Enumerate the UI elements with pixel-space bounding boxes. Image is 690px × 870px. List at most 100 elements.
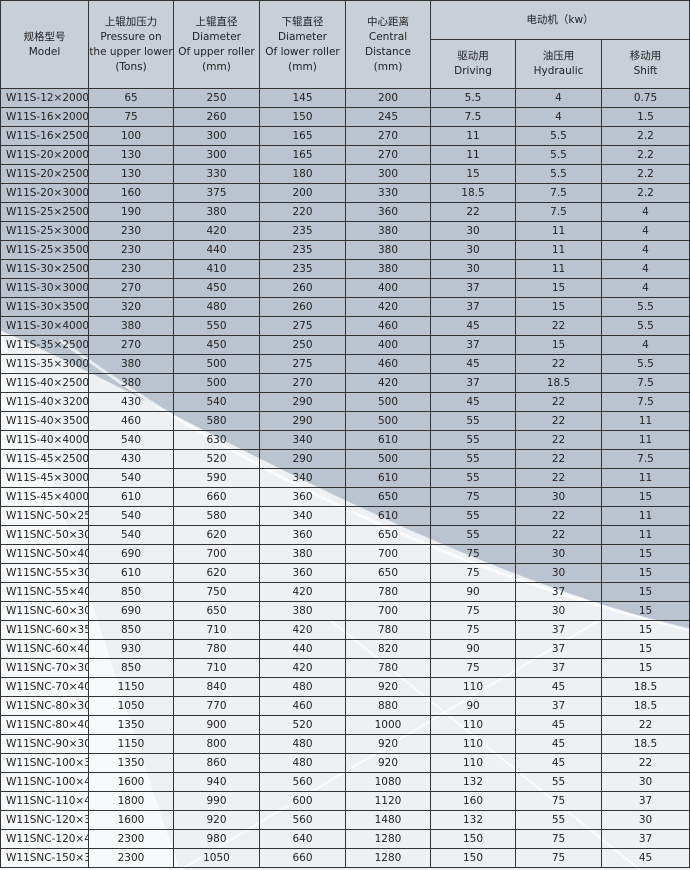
model-cell: W11S-45×4000 <box>0 487 89 507</box>
value-cell: 145 <box>259 88 346 108</box>
header-line: 油压用 <box>542 50 575 62</box>
value-cell: 55 <box>430 430 516 450</box>
model-cell: W11SNC-80×3000 <box>0 696 89 716</box>
value-cell: 11 <box>600 468 690 488</box>
value-cell: 4 <box>600 202 690 222</box>
value-cell: 360 <box>259 487 346 507</box>
value-cell: 2.2 <box>600 183 690 203</box>
value-cell: 380 <box>259 601 346 621</box>
value-cell: 150 <box>430 848 516 868</box>
value-cell: 55 <box>430 525 516 545</box>
value-cell: 190 <box>88 202 174 222</box>
value-cell: 600 <box>259 791 346 811</box>
value-cell: 11 <box>600 411 690 431</box>
data-row: W11SNC-100×4000160094056010801325530 <box>0 772 690 792</box>
value-cell: 45 <box>515 677 602 697</box>
data-row: W11S-45×2500 430 520 290 500 55 22 7.5 <box>0 449 690 469</box>
header-line: 驱动用 <box>457 50 489 62</box>
data-row: W11SNC-50×3000540620360650552211 <box>0 525 690 545</box>
value-cell: 920 <box>173 810 260 830</box>
value-cell: 340 <box>259 430 346 450</box>
value-cell: 380 <box>88 373 174 393</box>
value-cell: 290 <box>259 392 346 412</box>
value-cell: 11 <box>600 506 690 526</box>
header-row: 规格型号 Model 上辊加压力 Pressure on the upper lower… <box>0 0 690 89</box>
value-cell: 22 <box>515 430 602 450</box>
model-cell: W11S-40×4000 <box>0 430 89 450</box>
value-cell: 45 <box>515 753 602 773</box>
value-cell: 75 <box>515 791 602 811</box>
value-cell: 150 <box>259 107 346 127</box>
value-cell: 710 <box>173 620 260 640</box>
value-cell: 2.2 <box>600 164 690 184</box>
data-row: W11S-35×3000 380 500 275 460 45 22 5.5 <box>0 354 690 374</box>
data-row: W11SNC-110×4000180099060011201607537 <box>0 791 690 811</box>
value-cell: 45 <box>515 734 602 754</box>
value-cell: 130 <box>88 164 174 184</box>
value-cell: 290 <box>259 449 346 469</box>
value-cell: 22 <box>430 202 516 222</box>
value-cell: 110 <box>430 715 516 735</box>
value-cell: 480 <box>259 753 346 773</box>
data-row: W11S-12×2000 65 250 145 200 5.5 4 0.75 <box>0 88 690 108</box>
value-cell: 100 <box>88 126 174 146</box>
value-cell: 18.5 <box>600 696 690 716</box>
header-line: 上辊加压力 <box>104 15 158 28</box>
value-cell: 275 <box>259 316 346 336</box>
value-cell: 15 <box>600 582 690 602</box>
value-cell: 800 <box>173 734 260 754</box>
value-cell: 230 <box>88 221 174 241</box>
value-cell: 18.5 <box>600 734 690 754</box>
value-cell: 75 <box>430 544 516 564</box>
model-cell: W11S-45×2500 <box>0 449 89 469</box>
value-cell: 75 <box>515 829 602 849</box>
model-cell: W11SNC-50×4000 <box>0 544 89 564</box>
value-cell: 270 <box>88 278 174 298</box>
value-cell: 15 <box>600 544 690 564</box>
value-cell: 45 <box>430 392 516 412</box>
value-cell: 15 <box>600 639 690 659</box>
model-cell: W11SNC-120×4000 <box>0 829 89 849</box>
value-cell: 30 <box>430 221 516 241</box>
data-row: W11SNC-100×300013508604809201104522 <box>0 753 690 773</box>
value-cell: 420 <box>173 221 260 241</box>
value-cell: 650 <box>345 487 431 507</box>
value-cell: 610 <box>345 506 431 526</box>
header-cell: 移动用 Shift <box>600 39 690 89</box>
value-cell: 400 <box>345 335 431 355</box>
value-cell: 270 <box>345 145 431 165</box>
value-cell: 1480 <box>345 810 431 830</box>
value-cell: 380 <box>345 221 431 241</box>
model-cell: W11S-30×3500 <box>0 297 89 317</box>
value-cell: 75 <box>430 487 516 507</box>
data-row: W11SNC-60×4000930780440820903715 <box>0 639 690 659</box>
value-cell: 90 <box>430 582 516 602</box>
value-cell: 610 <box>345 430 431 450</box>
value-cell: 1150 <box>88 734 174 754</box>
value-cell: 440 <box>259 639 346 659</box>
data-row: W11S-25×3000 230 420 235 380 30 11 4 <box>0 221 690 241</box>
value-cell: 90 <box>430 639 516 659</box>
header-cell: 中心距离 Central Distance (mm) <box>345 0 431 89</box>
value-cell: 250 <box>173 88 260 108</box>
value-cell: 22 <box>515 525 602 545</box>
value-cell: 37 <box>430 297 516 317</box>
value-cell: 18.5 <box>515 373 602 393</box>
value-cell: 920 <box>345 677 431 697</box>
value-cell: 690 <box>88 544 174 564</box>
value-cell: 1280 <box>345 829 431 849</box>
value-cell: 400 <box>345 278 431 298</box>
header-line: Central <box>368 30 408 43</box>
data-row: W11S-30×3000 270 450 260 400 37 15 4 <box>0 278 690 298</box>
header-line: the upper lower <box>89 45 173 58</box>
value-cell: 590 <box>173 468 260 488</box>
value-cell: 540 <box>88 430 174 450</box>
data-row: W11S-30×3500 320 480 260 420 37 15 5.5 <box>0 297 690 317</box>
value-cell: 55 <box>430 468 516 488</box>
value-cell: 380 <box>88 354 174 374</box>
value-cell: 22 <box>515 392 602 412</box>
header-line: 下辊直径 <box>281 15 324 28</box>
model-cell: W11SNC-50×3000 <box>0 525 89 545</box>
data-row: W11SNC-60×3500850710420780753715 <box>0 620 690 640</box>
model-cell: W11S-45×3000 <box>0 468 89 488</box>
